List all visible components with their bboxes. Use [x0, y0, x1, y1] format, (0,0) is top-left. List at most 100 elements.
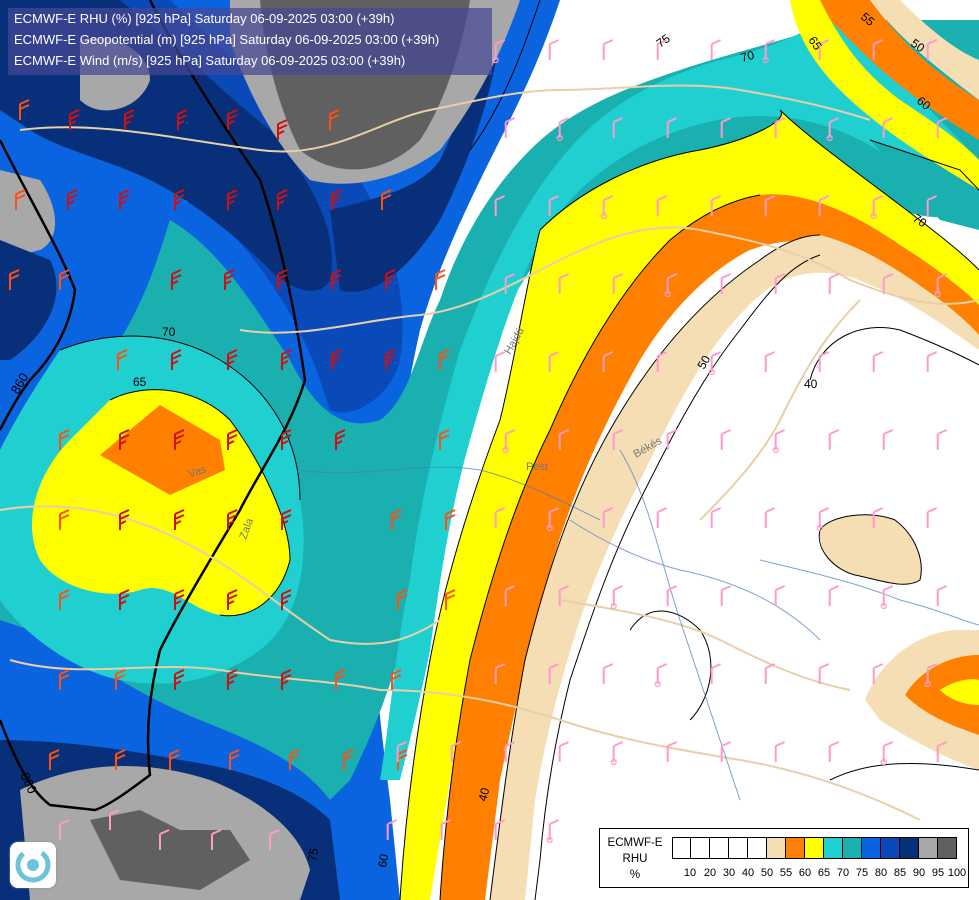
- wind-barb-icon: [445, 509, 456, 530]
- wind-barb-icon: [558, 585, 570, 606]
- wind-barb-icon: [936, 585, 948, 606]
- wind-barb-icon: [281, 349, 292, 370]
- wind-barb-icon: [882, 117, 894, 138]
- wind-barb-icon: [612, 429, 624, 450]
- wind-barb-icon: [548, 351, 560, 372]
- wind-barb-icon: [224, 269, 235, 290]
- rhu-contours: [59, 0, 979, 900]
- legend-tick-label: 80: [874, 867, 888, 879]
- wind-barb-icon: [764, 351, 776, 372]
- legend-swatch: [938, 837, 957, 859]
- wind-barb-icon: [492, 39, 506, 64]
- legend-variable: RHU: [622, 853, 648, 865]
- wind-barb-icon: [385, 269, 396, 290]
- wind-barb-icon: [229, 749, 240, 770]
- wind-barb-icon: [818, 663, 830, 684]
- legend-tick-label: 70: [836, 867, 850, 879]
- wind-barb-icon: [59, 269, 70, 290]
- wind-barb-icon: [600, 195, 614, 220]
- wind-barb-icon: [59, 589, 70, 610]
- wind-barb-icon: [612, 117, 624, 138]
- wind-barb-icon: [15, 189, 26, 210]
- wind-barb-icon: [59, 509, 70, 530]
- wind-barb-icon: [666, 741, 678, 762]
- legend-tick-label: 50: [760, 867, 774, 879]
- wind-barb-icon: [227, 109, 238, 130]
- wind-barb-icon: [119, 509, 130, 530]
- wind-barb-icon: [558, 741, 570, 762]
- legend-unit: %: [629, 869, 641, 881]
- wind-barb-icon: [936, 741, 948, 762]
- wind-barb-icon: [391, 509, 402, 530]
- wind-barb-icon: [397, 589, 408, 610]
- wind-barb-icon: [872, 39, 884, 60]
- wind-barb-icon: [720, 273, 732, 294]
- rhu-band-65-west: [31, 389, 291, 616]
- wind-barb-icon: [385, 349, 396, 370]
- geopotential-contours: [0, 0, 307, 812]
- wind-barb-icon: [828, 429, 840, 450]
- wind-barb-icon: [546, 819, 560, 844]
- wind-barb-icon: [281, 589, 292, 610]
- contour-label: 70: [739, 48, 756, 65]
- rhu-band-65-east: [790, 0, 979, 190]
- cyclone-logo-icon[interactable]: [10, 842, 56, 888]
- wind-barb-icon: [174, 589, 185, 610]
- wind-barb-icon: [227, 669, 238, 690]
- wind-barb-icon: [826, 117, 840, 142]
- legend-swatch: [710, 837, 729, 859]
- legend-swatch: [767, 837, 786, 859]
- wind-barb-icon: [720, 429, 732, 450]
- wind-barb-icon: [281, 509, 292, 530]
- wind-barb-icon: [926, 39, 938, 60]
- wind-barb-icon: [227, 189, 238, 210]
- wind-barb-icon: [654, 663, 668, 688]
- wind-barb-icon: [872, 663, 884, 684]
- legend-swatch: [881, 837, 900, 859]
- wind-barb-icon: [872, 507, 884, 528]
- wind-barb-icon: [504, 585, 516, 606]
- wind-barb-icon: [494, 507, 506, 528]
- wind-barb-icon: [386, 819, 398, 840]
- wind-barb-icon: [335, 669, 346, 690]
- legend-tick-label: 85: [893, 867, 907, 879]
- wind-barb-icon: [612, 273, 624, 294]
- wind-barb-icon: [174, 189, 185, 210]
- rhu-band-55-blob: [819, 514, 922, 585]
- wind-barb-icon: [816, 507, 830, 532]
- legend-swatch: [805, 837, 824, 859]
- rhu-band-90-b: [330, 40, 500, 292]
- header-line-geopotential: ECMWF-E Geopotential (m) [925 hPa] Satur…: [14, 32, 440, 47]
- wind-barb-icon: [546, 507, 560, 532]
- wind-barb-icon: [710, 39, 722, 60]
- wind-barb-icon: [174, 669, 185, 690]
- wind-barb-icon: [124, 109, 135, 130]
- wind-barb-icon: [281, 669, 292, 690]
- wind-barb-icon: [331, 349, 342, 370]
- legend-tick-label: 20: [703, 867, 717, 879]
- wind-barb-icon: [494, 351, 506, 372]
- wind-barb-icon: [435, 269, 446, 290]
- wind-barb-icon: [934, 273, 948, 298]
- wind-barb-icon: [281, 429, 292, 450]
- wind-barb-icon: [548, 663, 560, 684]
- wind-barb-icon: [391, 669, 402, 690]
- wind-barb-icon: [926, 507, 938, 528]
- wind-barb-icon: [762, 39, 776, 64]
- wind-barb-icon: [119, 189, 130, 210]
- wind-barb-icon: [774, 117, 786, 138]
- wind-barb-icon: [494, 663, 506, 684]
- rhu-band-55-east: [870, 0, 979, 100]
- wind-barb-icon: [227, 589, 238, 610]
- wind-barb-icon: [602, 507, 614, 528]
- wind-barb-icon: [710, 507, 722, 528]
- wind-barb-icon: [610, 741, 624, 766]
- wind-barb-icon: [343, 749, 354, 770]
- wind-barb-icon: [69, 109, 80, 130]
- wind-barb-icon: [666, 117, 678, 138]
- wind-barb-icon: [115, 669, 126, 690]
- legend-swatch: [919, 837, 938, 859]
- country-borders: [0, 84, 979, 821]
- wind-barb-icon: [558, 273, 570, 294]
